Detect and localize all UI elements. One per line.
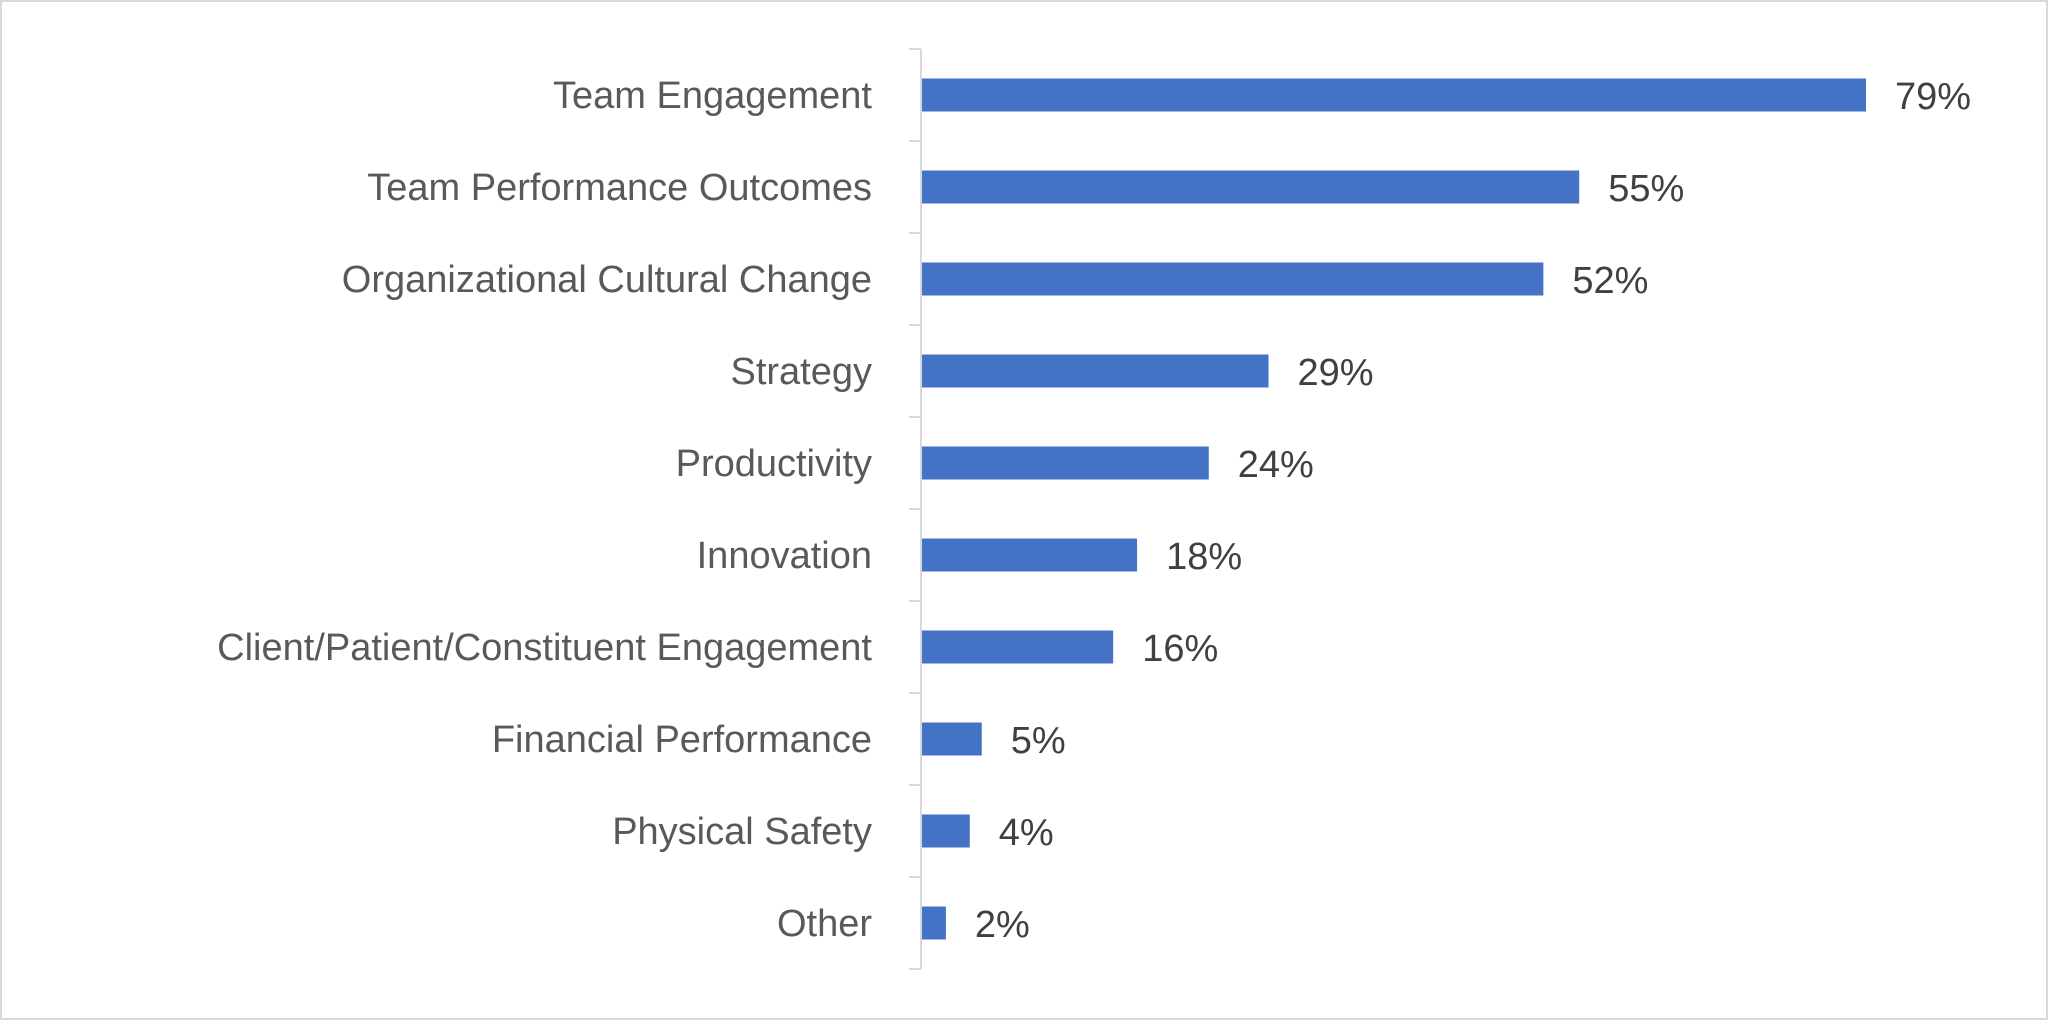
category-label: Team Performance Outcomes	[367, 167, 872, 209]
data-label: 18%	[1166, 536, 1242, 578]
bar	[922, 722, 982, 756]
data-label: 79%	[1895, 76, 1971, 118]
data-label: 5%	[1011, 720, 1066, 762]
category-label: Organizational Cultural Change	[342, 259, 872, 301]
bar	[922, 446, 1209, 480]
category-label: Other	[777, 903, 872, 945]
data-label: 16%	[1142, 628, 1218, 670]
bar	[922, 262, 1544, 296]
category-label: Strategy	[730, 351, 872, 393]
category-label: Innovation	[697, 535, 872, 577]
bar	[922, 538, 1138, 572]
bar	[922, 354, 1269, 388]
category-label: Productivity	[676, 443, 872, 485]
bar	[922, 630, 1114, 664]
category-label: Client/Patient/Constituent Engagement	[217, 627, 872, 669]
category-label: Physical Safety	[612, 811, 872, 853]
data-label: 55%	[1608, 168, 1684, 210]
bar	[922, 906, 946, 940]
bar	[922, 814, 970, 848]
category-label: Financial Performance	[492, 719, 872, 761]
data-label: 2%	[975, 904, 1030, 946]
data-label: 4%	[999, 812, 1054, 854]
data-label: 52%	[1572, 260, 1648, 302]
data-label: 29%	[1298, 352, 1374, 394]
category-label: Team Engagement	[553, 75, 872, 117]
data-label: 24%	[1238, 444, 1314, 486]
bar	[922, 170, 1580, 204]
bar	[922, 78, 1866, 112]
